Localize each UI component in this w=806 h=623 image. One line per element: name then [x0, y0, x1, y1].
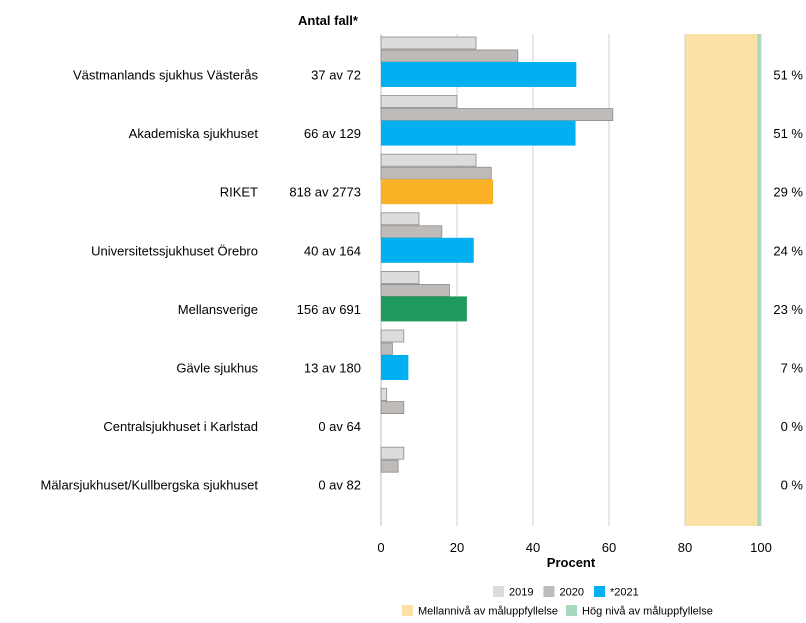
bar-2021-6	[381, 355, 409, 380]
target-band-2	[757, 34, 761, 526]
bar-2021-1	[381, 62, 577, 87]
legend-entry: Mellannivå av måluppfyllelse	[418, 606, 558, 618]
count-label: 0 av 82	[318, 478, 361, 493]
category-label: Centralsjukhuset i Karlstad	[103, 419, 258, 434]
category-label: Universitetssjukhuset Örebro	[91, 243, 258, 258]
legend-entry: *2021	[610, 587, 639, 599]
x-tick-label-40: 40	[526, 540, 540, 555]
bar-2020-5	[380, 283, 450, 297]
count-label: 818 av 2773	[289, 185, 361, 200]
x-axis-label: Procent	[547, 555, 596, 570]
count-label: 37 av 72	[311, 68, 361, 83]
bar-2021-5	[381, 296, 467, 322]
category-label: Akademiska sjukhuset	[129, 126, 259, 141]
category-label: RIKET	[220, 185, 258, 200]
count-label: 0 av 64	[318, 419, 361, 434]
value-label: 0 %	[781, 419, 804, 434]
legend-swatch	[543, 586, 555, 597]
x-tick-label-100: 100	[750, 540, 772, 555]
bar-2019-3	[380, 153, 477, 167]
target-band-1	[685, 34, 758, 526]
legend-swatch	[593, 586, 605, 597]
bar-2020-1	[380, 49, 519, 63]
bar-2019-8	[380, 446, 405, 460]
bar-2020-4	[380, 225, 443, 239]
value-label: 51 %	[773, 68, 803, 83]
value-label: 29 %	[773, 185, 803, 200]
legend-entry: Hög nivå av måluppfyllelse	[582, 606, 713, 618]
x-tick-label-0: 0	[377, 540, 384, 555]
legend-swatch	[493, 586, 504, 597]
bar-2020-3	[380, 166, 492, 180]
bar-2019-2	[380, 95, 458, 108]
bar-2020-7	[380, 401, 405, 415]
category-label: Västmanlands sjukhus Västerås	[73, 68, 258, 83]
bar-2020-2	[380, 108, 614, 121]
count-label: 40 av 164	[304, 243, 361, 258]
bar-2019-6	[380, 329, 405, 343]
category-label: Mellansverige	[178, 302, 258, 317]
value-label: 0 %	[781, 478, 804, 493]
x-tick-label-60: 60	[602, 540, 616, 555]
count-label: 156 av 691	[297, 302, 361, 317]
legend-swatch	[402, 605, 413, 616]
bar-2019-1	[380, 36, 477, 50]
value-label: 23 %	[773, 302, 803, 317]
x-tick-label-80: 80	[678, 540, 692, 555]
category-label: Gävle sjukhus	[176, 361, 258, 376]
value-label: 24 %	[773, 243, 803, 258]
legend-entry: 2019	[509, 587, 533, 599]
bar-2021-3	[381, 179, 494, 205]
count-label: 13 av 180	[304, 361, 361, 376]
value-label: 51 %	[773, 126, 803, 141]
bar-2021-4	[381, 237, 474, 263]
bar-2019-7	[380, 388, 388, 402]
legend-entry: 2020	[559, 587, 583, 599]
bar-2019-5	[380, 270, 420, 284]
count-header: Antal fall*	[298, 13, 359, 28]
category-label: Mälarsjukhuset/Kullbergska sjukhuset	[41, 478, 259, 493]
bar-2020-8	[380, 459, 399, 473]
x-tick-label-20: 20	[450, 540, 464, 555]
bar-2020-6	[380, 342, 393, 356]
bar-2019-4	[380, 212, 420, 226]
legend-swatch	[566, 605, 578, 616]
bar-2021-2	[381, 120, 576, 146]
value-label: 7 %	[781, 361, 804, 376]
count-label: 66 av 129	[304, 126, 361, 141]
